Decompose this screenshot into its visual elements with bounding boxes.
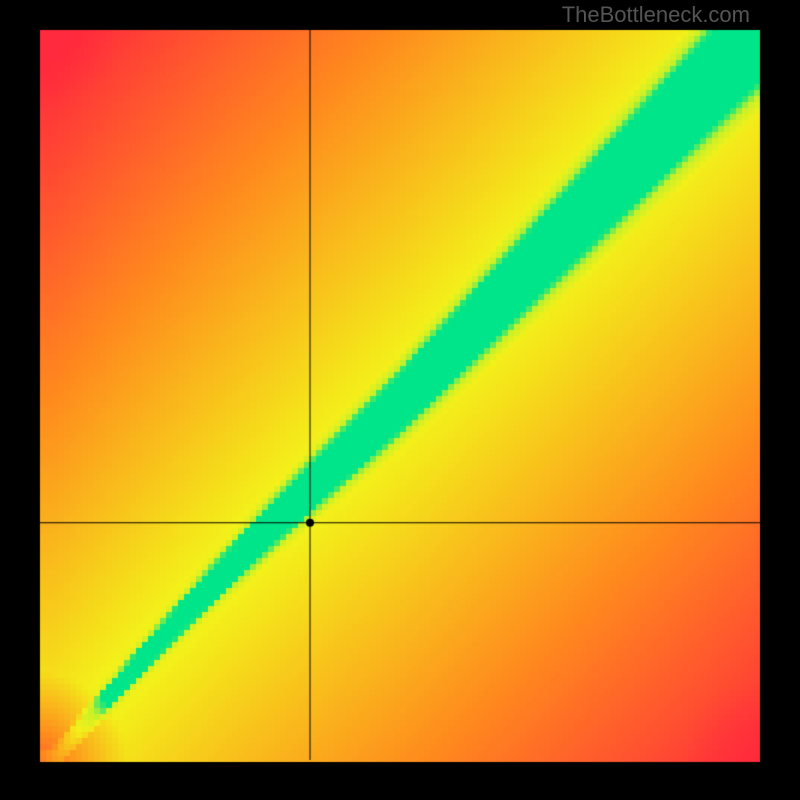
bottleneck-heatmap-canvas	[0, 0, 800, 800]
watermark-text: TheBottleneck.com	[562, 2, 750, 28]
bottleneck-chart-container: TheBottleneck.com	[0, 0, 800, 800]
